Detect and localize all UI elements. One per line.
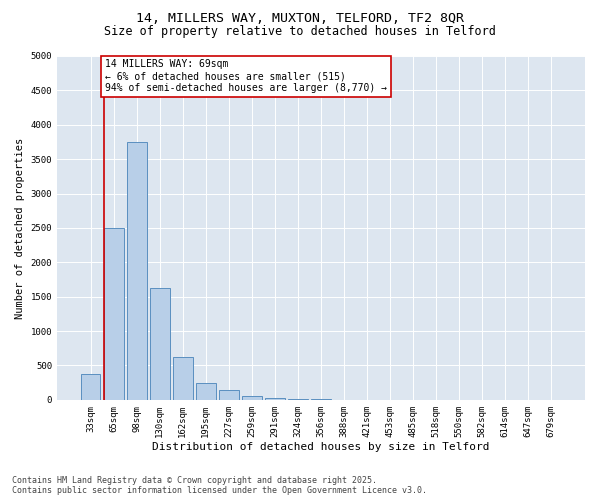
Text: Size of property relative to detached houses in Telford: Size of property relative to detached ho…	[104, 25, 496, 38]
Bar	[196, 382, 215, 400]
Text: 14, MILLERS WAY, MUXTON, TELFORD, TF2 8QR: 14, MILLERS WAY, MUXTON, TELFORD, TF2 8Q…	[136, 12, 464, 26]
Bar	[81, 374, 100, 400]
Text: 14 MILLERS WAY: 69sqm
← 6% of detached houses are smaller (515)
94% of semi-deta: 14 MILLERS WAY: 69sqm ← 6% of detached h…	[105, 60, 387, 92]
Bar	[150, 288, 170, 400]
X-axis label: Distribution of detached houses by size in Telford: Distribution of detached houses by size …	[152, 442, 490, 452]
Y-axis label: Number of detached properties: Number of detached properties	[15, 138, 25, 318]
Bar	[219, 390, 239, 400]
Bar	[288, 398, 308, 400]
Bar	[265, 398, 284, 400]
Bar	[242, 396, 262, 400]
Text: Contains HM Land Registry data © Crown copyright and database right 2025.
Contai: Contains HM Land Registry data © Crown c…	[12, 476, 427, 495]
Bar	[104, 228, 124, 400]
Bar	[173, 357, 193, 400]
Bar	[127, 142, 146, 400]
